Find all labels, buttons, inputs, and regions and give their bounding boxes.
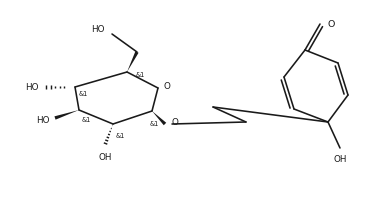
Text: O: O bbox=[172, 117, 179, 126]
Text: &1: &1 bbox=[136, 72, 145, 78]
Text: OH: OH bbox=[333, 155, 347, 164]
Text: HO: HO bbox=[25, 83, 39, 91]
Text: OH: OH bbox=[98, 153, 112, 162]
Polygon shape bbox=[54, 110, 79, 120]
Text: O: O bbox=[328, 20, 335, 29]
Text: &1: &1 bbox=[116, 133, 125, 139]
Text: HO: HO bbox=[91, 24, 105, 33]
Polygon shape bbox=[127, 51, 138, 72]
Text: HO: HO bbox=[37, 115, 50, 125]
Text: O: O bbox=[163, 82, 170, 90]
Polygon shape bbox=[152, 111, 166, 125]
Text: &1: &1 bbox=[150, 121, 159, 127]
Text: &1: &1 bbox=[79, 91, 88, 97]
Text: &1: &1 bbox=[82, 117, 91, 123]
